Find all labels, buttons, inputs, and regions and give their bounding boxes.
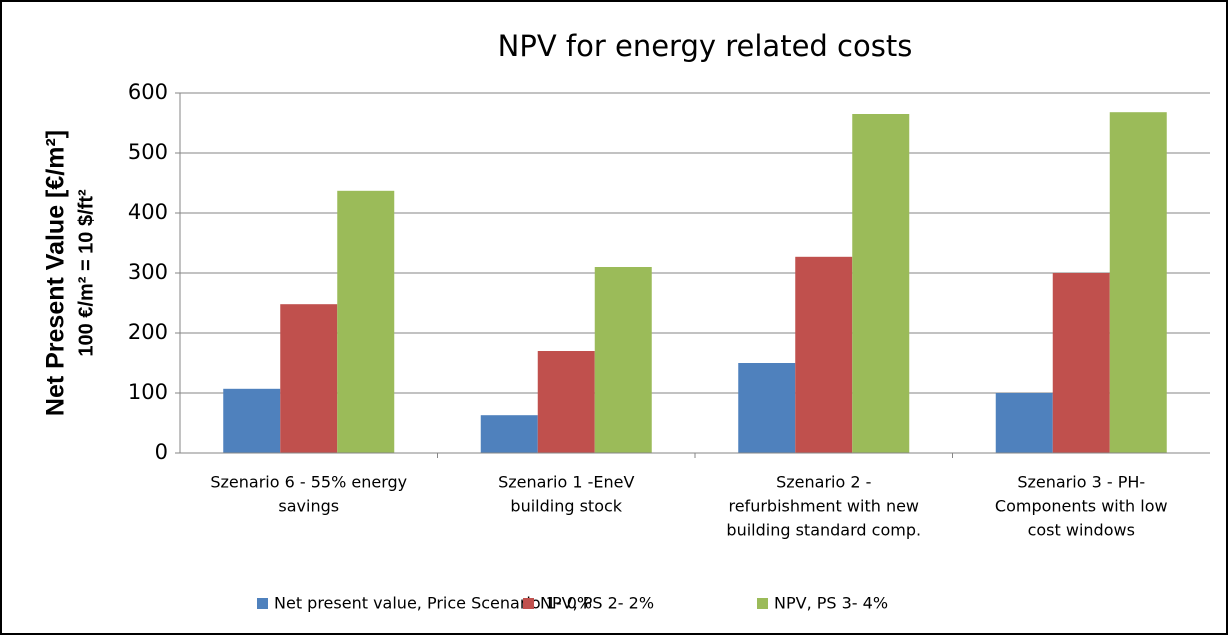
bar bbox=[280, 304, 338, 453]
legend-label: NPV, PS 3- 4% bbox=[774, 594, 888, 613]
y-tick-label: 400 bbox=[128, 200, 168, 224]
bar bbox=[795, 256, 853, 453]
y-tick-label: 600 bbox=[128, 80, 168, 104]
y-tick-label: 100 bbox=[128, 380, 168, 404]
bar bbox=[223, 388, 281, 453]
x-tick-label: refurbishment with new bbox=[728, 497, 919, 516]
x-tick-label: building standard comp. bbox=[726, 521, 921, 540]
x-tick-label: Szenario 6 - 55% energy bbox=[210, 473, 407, 492]
legend-label: Net present value, Price Scenario 1- 0% bbox=[274, 594, 592, 613]
y-axis-label: 100 €/m² = 10 $/ft² bbox=[75, 189, 97, 357]
bar bbox=[337, 190, 395, 454]
bar bbox=[594, 267, 652, 453]
bar bbox=[537, 351, 595, 453]
legend-swatch bbox=[757, 598, 768, 609]
x-tick-label: savings bbox=[278, 497, 339, 516]
legend-label: NPV, PS 2- 2% bbox=[540, 594, 654, 613]
bar bbox=[738, 363, 796, 453]
chart-title: NPV for energy related costs bbox=[498, 29, 913, 63]
y-tick-label: 500 bbox=[128, 140, 168, 164]
bar bbox=[1052, 273, 1110, 453]
x-tick-label: Components with low bbox=[995, 497, 1168, 516]
x-tick-label: Szenario 3 - PH- bbox=[1017, 473, 1145, 492]
legend-swatch bbox=[523, 598, 534, 609]
x-tick-label: cost windows bbox=[1028, 521, 1135, 540]
x-tick-label: Szenario 1 -EneV bbox=[498, 473, 634, 492]
x-tick-label: building stock bbox=[510, 497, 622, 516]
y-tick-label: 0 bbox=[155, 440, 168, 464]
bar bbox=[1109, 112, 1167, 453]
y-tick-label: 300 bbox=[128, 260, 168, 284]
x-tick-label: Szenario 2 - bbox=[776, 473, 871, 492]
bar bbox=[852, 114, 910, 453]
y-tick-label: 200 bbox=[128, 320, 168, 344]
bar bbox=[995, 393, 1053, 453]
bar bbox=[480, 415, 538, 453]
y-axis-label: Net Present Value [€/m²] bbox=[42, 130, 70, 416]
legend-swatch bbox=[257, 598, 268, 609]
